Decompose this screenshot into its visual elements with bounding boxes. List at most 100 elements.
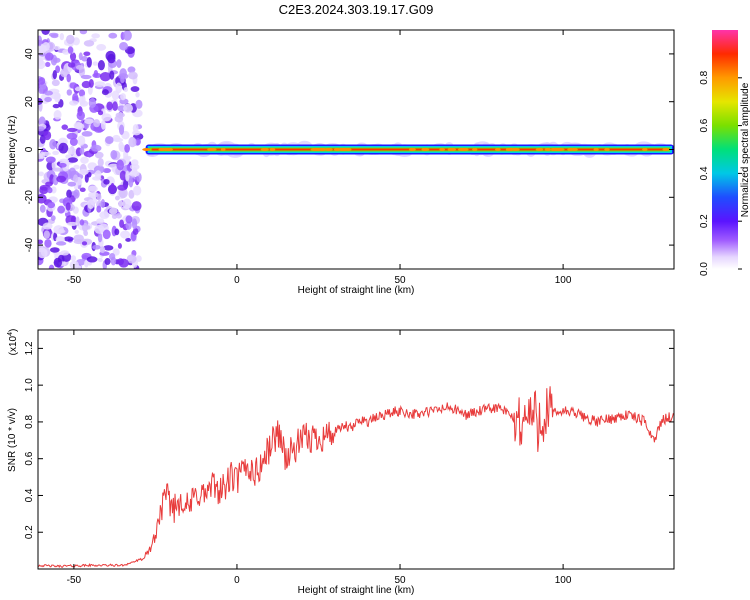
noise-blob [126,254,137,264]
noise-blob [84,118,94,125]
noise-blob [65,202,71,211]
snr-x-tick-label: 50 [394,575,406,586]
noise-blob [130,86,140,92]
noise-blob [52,167,63,172]
noise-blob [81,95,86,105]
noise-blob [104,258,111,266]
noise-blob [79,168,89,176]
colorbar-tick-label: 0.2 [699,214,710,228]
noise-blob [79,30,88,35]
colorbar: 0.0 0.2 0.4 0.6 0.8 Normalized spectral ampl… [699,30,750,276]
noise-blob [49,139,57,150]
noise-blob [102,168,111,174]
noise-blob [118,258,129,268]
noise-blob [54,45,61,51]
noise-blob [125,237,131,242]
noise-blob [132,167,138,176]
noise-blob [79,187,86,193]
noise-blob [94,151,104,159]
noise-blob [76,110,86,121]
noise-blob [39,186,49,195]
noise-blob [81,80,91,89]
noise-blob [55,236,65,243]
noise-blob [80,74,92,80]
noise-blob [125,221,132,230]
noise-blob [55,241,67,246]
noise-blob [109,253,116,261]
noise-blob [38,239,44,245]
noise-blob [78,52,83,61]
noise-blob [57,205,66,214]
noise-blob [117,184,128,191]
noise-blob [99,72,111,82]
noise-blob [73,189,80,199]
snr-x-tick-label: 0 [234,575,240,586]
signal-peak [544,148,552,151]
noise-blob [39,204,46,213]
noise-blob [117,243,122,249]
spectrogram-y-tick-label: 20 [24,96,35,108]
noise-blob [53,110,62,120]
noise-blob [44,90,53,96]
noise-blob [77,135,86,146]
signal-peak [207,148,213,151]
noise-blob [44,61,51,68]
colorbar-ticks: 0.0 0.2 0.4 0.6 0.8 [699,70,742,276]
noise-blob [52,150,60,156]
noise-blob [119,42,129,51]
noise-blob [83,230,89,237]
noise-blob [123,103,133,113]
noise-blob [97,157,104,167]
signal-peak [450,148,457,151]
noise-blob [105,136,114,144]
noise-blob [116,59,122,68]
noise-blob [124,155,132,160]
noise-blob [94,170,102,180]
noise-blob [96,205,102,213]
noise-blob [41,30,50,36]
spectrogram-x-tick-label: 100 [555,275,572,286]
spectrogram-y-tick-label: 0 [24,146,35,152]
spectrogram-y-tick-label: 40 [24,48,35,60]
noise-blob [66,89,73,96]
noise-blob [83,51,91,57]
noise-blob [66,34,75,45]
noise-blob [83,40,95,47]
noise-blob [69,82,78,89]
noise-blob [131,201,142,211]
spectrogram-x-ticks: -50 0 50 100 [67,30,572,286]
noise-blob [67,62,76,68]
noise-blob [69,100,79,106]
noise-blob [90,144,102,152]
noise-blob [69,52,77,61]
colorbar-tick-label: 0.0 [699,262,710,276]
signal-peak [457,148,468,151]
noise-blob [88,191,99,198]
noise-blob [118,124,125,135]
snr-x-tick-label: -50 [67,575,82,586]
signal-peak [310,148,320,151]
noise-blob [66,127,78,132]
snr-x-tick-label: 100 [555,575,572,586]
noise-blob [81,222,89,232]
noise-blob [69,145,75,155]
noise-blob [50,186,57,194]
snr-y-tick-label: 1.0 [24,378,35,392]
signal-peak [408,148,415,151]
snr-plot-area [38,330,674,569]
colorbar-tick-label: 0.4 [699,166,710,180]
noise-blob [126,164,132,171]
signal-peak [269,148,276,151]
noise-blob [109,70,115,80]
noise-blob [73,122,83,130]
signal-peak [318,148,327,151]
noise-blob [70,255,77,262]
noise-blob [47,187,53,194]
noise-blob [38,126,45,132]
noise-blob [97,110,104,116]
noise-blob [132,228,139,236]
colorbar-tick-label: 0.8 [699,70,710,84]
noise-blob [128,177,134,188]
signal-peak [494,148,501,151]
noise-blob [51,79,60,87]
